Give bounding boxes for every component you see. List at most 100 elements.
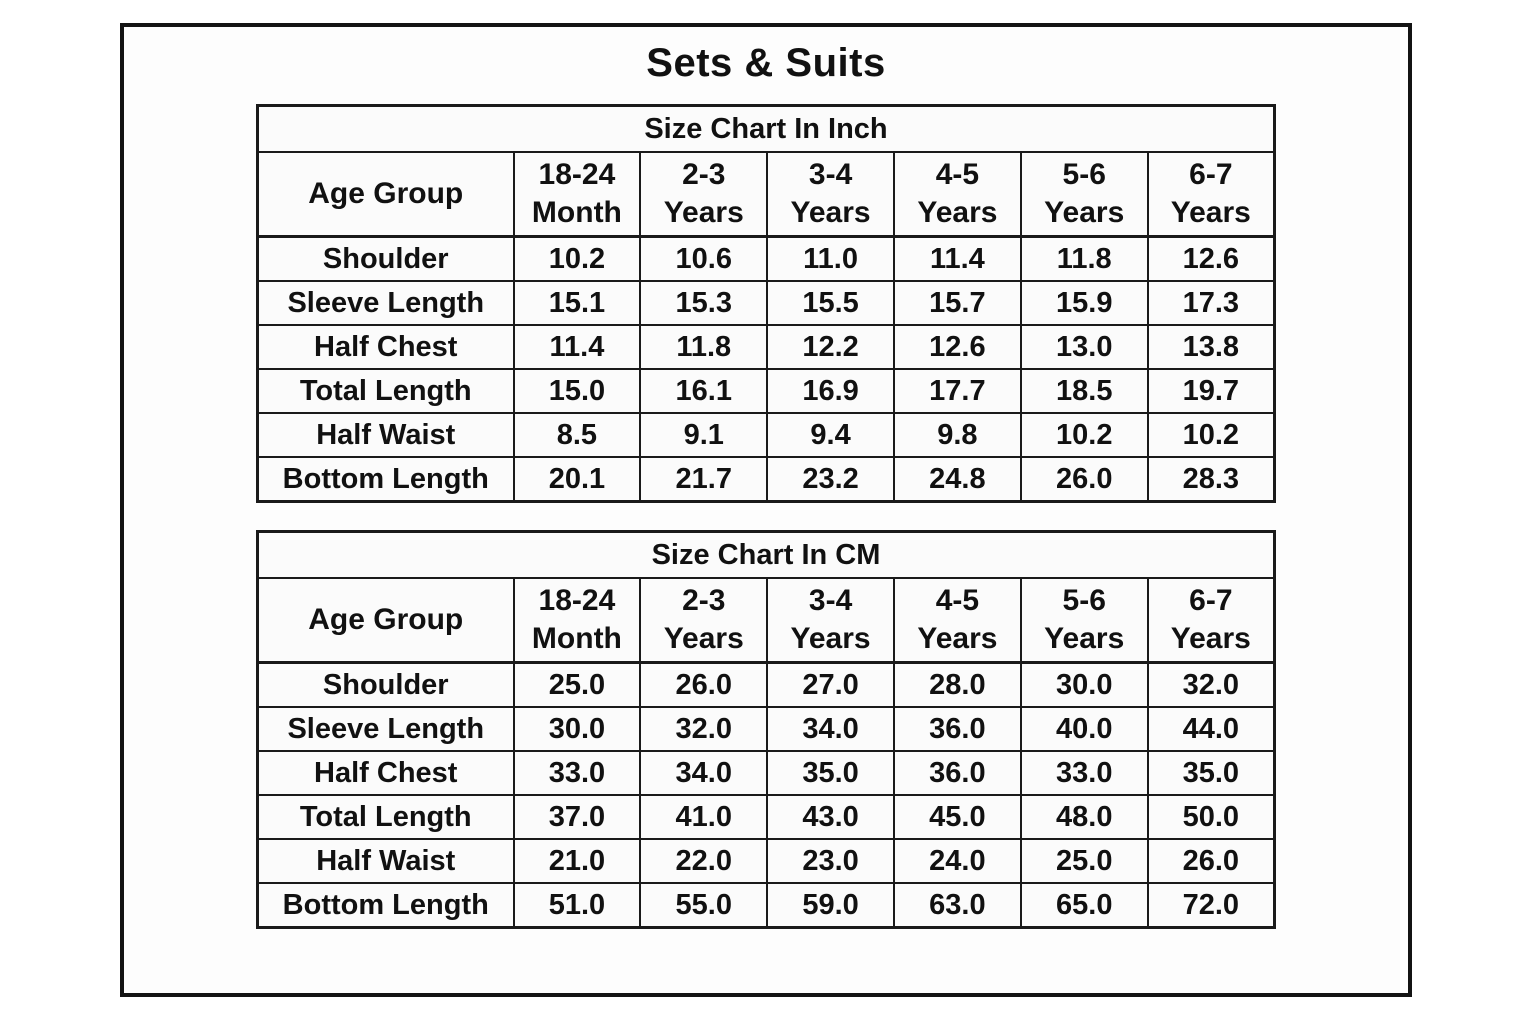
size-chart-table: Size Chart In Inch Age Group 18-24 Month 2-3…: [256, 104, 1276, 503]
value-cell: 43.0: [766, 794, 895, 840]
column-header-bottom: Years: [663, 196, 744, 229]
value-cell: 34.0: [639, 750, 769, 796]
table-title: Size Chart In CM: [256, 530, 1276, 579]
table-title-row: Size Chart In Inch: [256, 104, 1276, 153]
value-cell: 32.0: [639, 706, 769, 752]
column-header-top: 2-3: [682, 158, 726, 191]
value-cell: 40.0: [1019, 706, 1149, 752]
column-header: 4-5 Years: [892, 577, 1022, 664]
table-row: Half Chest 33.0 34.0 35.0 36.0 33.0 35.0: [256, 750, 1276, 796]
table-row: Bottom Length 20.1 21.7 23.2 24.8 26.0 28.3: [256, 456, 1276, 503]
table-row: Half Waist 8.5 9.1 9.4 9.8 10.2 10.2: [256, 412, 1276, 458]
column-header-top: 18-24: [538, 158, 616, 191]
value-cell: 26.0: [1146, 838, 1276, 884]
table-row: Shoulder 10.2 10.6 11.0 11.4 11.8 12.6: [256, 235, 1276, 282]
column-header-top: 4-5: [935, 158, 980, 191]
column-header-row: Age Group 18-24 Month 2-3 Years 3-4 Years 4-5 Ye…: [256, 577, 1276, 664]
column-header: 5-6 Years: [1019, 577, 1149, 664]
value-cell: 11.4: [892, 235, 1022, 282]
value-cell: 30.0: [512, 706, 642, 752]
column-header-bottom: Years: [1044, 622, 1125, 655]
column-header: 3-4 Years: [766, 151, 895, 238]
value-cell: 36.0: [892, 706, 1022, 752]
table-title: Size Chart In Inch: [256, 104, 1276, 153]
value-cell: 15.5: [766, 280, 895, 326]
value-cell: 30.0: [1019, 661, 1149, 708]
value-cell: 28.3: [1146, 456, 1276, 503]
value-cell: 16.9: [766, 368, 895, 414]
value-cell: 59.0: [766, 882, 895, 929]
value-cell: 23.2: [766, 456, 895, 503]
value-cell: 17.7: [892, 368, 1022, 414]
row-label: Total Length: [256, 794, 515, 840]
column-header-bottom: Month: [531, 622, 622, 655]
column-header: 2-3 Years: [639, 151, 769, 238]
column-header-top: 5-6: [1062, 584, 1106, 617]
table-row: Sleeve Length 30.0 32.0 34.0 36.0 40.0 44.0: [256, 706, 1276, 752]
value-cell: 63.0: [892, 882, 1022, 929]
column-header-top: 18-24: [538, 584, 616, 617]
value-cell: 15.9: [1019, 280, 1149, 326]
size-chart-inch-section: Size Chart In Inch Age Group 18-24 Month 2-3…: [256, 104, 1276, 503]
column-header-top: 6-7: [1189, 158, 1233, 191]
value-cell: 15.1: [512, 280, 642, 326]
value-cell: 33.0: [512, 750, 642, 796]
value-cell: 10.2: [1019, 412, 1149, 458]
value-cell: 13.8: [1146, 324, 1276, 370]
value-cell: 24.8: [892, 456, 1022, 503]
value-cell: 33.0: [1019, 750, 1149, 796]
value-cell: 65.0: [1019, 882, 1149, 929]
row-label: Half Waist: [256, 838, 515, 884]
row-label: Bottom Length: [256, 456, 515, 503]
column-header-top: 5-6: [1062, 158, 1106, 191]
column-header: 18-24 Month: [512, 577, 642, 664]
value-cell: 45.0: [892, 794, 1022, 840]
column-header-bottom: Years: [1170, 196, 1251, 229]
value-cell: 11.8: [1019, 235, 1149, 282]
column-header-bottom: Years: [663, 622, 744, 655]
column-header-row: Age Group 18-24 Month 2-3 Years 3-4 Years 4-5 Ye…: [256, 151, 1276, 238]
age-group-header: Age Group: [256, 151, 515, 238]
row-label: Sleeve Length: [256, 280, 515, 326]
value-cell: 72.0: [1146, 882, 1276, 929]
value-cell: 26.0: [1019, 456, 1149, 503]
row-label: Half Waist: [256, 412, 515, 458]
value-cell: 48.0: [1019, 794, 1149, 840]
value-cell: 51.0: [512, 882, 642, 929]
value-cell: 24.0: [892, 838, 1022, 884]
table-row: Total Length 15.0 16.1 16.9 17.7 18.5 19.7: [256, 368, 1276, 414]
value-cell: 9.4: [766, 412, 895, 458]
column-header: 5-6 Years: [1019, 151, 1149, 238]
column-header: 4-5 Years: [892, 151, 1022, 238]
column-header-bottom: Years: [790, 196, 871, 229]
value-cell: 10.2: [1146, 412, 1276, 458]
table-row: Shoulder 25.0 26.0 27.0 28.0 30.0 32.0: [256, 661, 1276, 708]
value-cell: 12.6: [1146, 235, 1276, 282]
value-cell: 27.0: [766, 661, 895, 708]
value-cell: 41.0: [639, 794, 769, 840]
table-row: Sleeve Length 15.1 15.3 15.5 15.7 15.9 17.3: [256, 280, 1276, 326]
value-cell: 44.0: [1146, 706, 1276, 752]
column-header: 6-7 Years: [1146, 151, 1276, 238]
row-label: Shoulder: [256, 661, 515, 708]
row-label: Half Chest: [256, 750, 515, 796]
age-group-header: Age Group: [256, 577, 515, 664]
value-cell: 21.7: [639, 456, 769, 503]
value-cell: 28.0: [892, 661, 1022, 708]
value-cell: 55.0: [639, 882, 769, 929]
value-cell: 23.0: [766, 838, 895, 884]
value-cell: 36.0: [892, 750, 1022, 796]
value-cell: 15.3: [639, 280, 769, 326]
row-label: Sleeve Length: [256, 706, 515, 752]
table-row: Total Length 37.0 41.0 43.0 45.0 48.0 50.0: [256, 794, 1276, 840]
row-label: Half Chest: [256, 324, 515, 370]
table-row: Half Chest 11.4 11.8 12.2 12.6 13.0 13.8: [256, 324, 1276, 370]
value-cell: 12.2: [766, 324, 895, 370]
value-cell: 22.0: [639, 838, 769, 884]
column-header-bottom: Month: [531, 196, 622, 229]
value-cell: 10.6: [639, 235, 769, 282]
value-cell: 26.0: [639, 661, 769, 708]
value-cell: 15.7: [892, 280, 1022, 326]
page-title: Sets & Suits: [646, 41, 886, 85]
value-cell: 16.1: [639, 368, 769, 414]
